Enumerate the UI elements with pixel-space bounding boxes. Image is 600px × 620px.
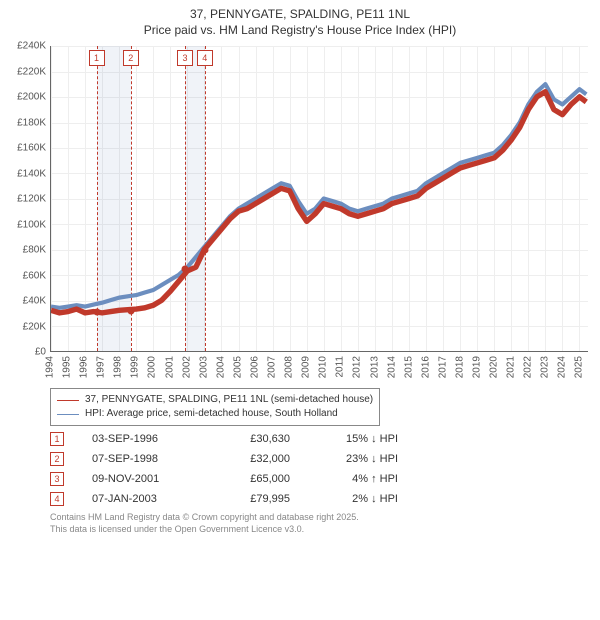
x-tick-label: 2024 [557,356,568,378]
legend-swatch-price [57,400,79,401]
x-tick-label: 2003 [198,356,209,378]
sale-marker [127,307,134,314]
sale-table: 1 03-SEP-1996 £30,630 15% ↓ HPI 2 07-SEP-1998… [50,432,592,506]
x-tick-label: 2019 [471,356,482,378]
y-tick-label: £100K [17,219,46,230]
sale-diff: 23% ↓ HPI [318,453,398,465]
table-row: 2 07-SEP-1998 £32,000 23% ↓ HPI [50,452,592,466]
legend-row-hpi: HPI: Average price, semi-detached house,… [57,407,373,421]
x-tick-label: 2013 [369,356,380,378]
x-axis: 1994199519961997199819992000200120022003… [50,354,588,382]
x-tick-label: 2007 [267,356,278,378]
y-tick-label: £40K [23,296,46,307]
x-tick-label: 2012 [352,356,363,378]
x-tick-label: 2020 [489,356,500,378]
series-hpi [51,85,586,309]
legend-swatch-hpi [57,414,79,415]
x-tick-label: 2002 [181,356,192,378]
x-tick-label: 1999 [130,356,141,378]
y-tick-label: £20K [23,321,46,332]
sale-index-box: 4 [50,492,64,506]
y-tick-label: £200K [17,92,46,103]
sale-index-box: 3 [50,472,64,486]
sale-marker [181,265,188,272]
y-axis: £0£20K£40K£60K£80K£100K£120K£140K£160K£1… [8,46,48,352]
x-tick-label: 2018 [454,356,465,378]
x-tick-label: 2006 [249,356,260,378]
sale-index-box: 2 [50,452,64,466]
x-tick-label: 1994 [45,356,56,378]
sale-price: £32,000 [220,453,290,465]
x-tick-label: 2025 [574,356,585,378]
footer-line2: This data is licensed under the Open Gov… [50,524,592,536]
legend-row-price: 37, PENNYGATE, SPALDING, PE11 1NL (semi-… [57,393,373,407]
x-tick-label: 2004 [215,356,226,378]
sale-diff: 4% ↑ HPI [318,473,398,485]
x-tick-label: 1995 [62,356,73,378]
chart-title-line2: Price paid vs. HM Land Registry's House … [8,22,592,38]
x-tick-label: 2008 [284,356,295,378]
sale-date: 07-JAN-2003 [92,493,192,505]
page: 37, PENNYGATE, SPALDING, PE11 1NL Price … [0,0,600,620]
footer-line1: Contains HM Land Registry data © Crown c… [50,512,592,524]
x-tick-label: 2015 [403,356,414,378]
legend-label-price: 37, PENNYGATE, SPALDING, PE11 1NL (semi-… [85,393,373,407]
sale-price: £79,995 [220,493,290,505]
y-tick-label: £180K [17,117,46,128]
sale-date: 03-SEP-1996 [92,433,192,445]
sale-price: £65,000 [220,473,290,485]
y-tick-label: £220K [17,66,46,77]
x-tick-label: 2023 [540,356,551,378]
sale-price: £30,630 [220,433,290,445]
y-tick-label: £60K [23,270,46,281]
sale-date: 09-NOV-2001 [92,473,192,485]
x-tick-label: 2017 [437,356,448,378]
sale-date: 07-SEP-1998 [92,453,192,465]
x-tick-label: 2011 [335,356,346,378]
x-tick-label: 2021 [506,356,517,378]
x-tick-label: 2000 [147,356,158,378]
x-tick-label: 1997 [96,356,107,378]
chart-title-line1: 37, PENNYGATE, SPALDING, PE11 1NL [8,6,592,22]
x-tick-label: 2009 [301,356,312,378]
legend-label-hpi: HPI: Average price, semi-detached house,… [85,407,338,421]
y-tick-label: £140K [17,168,46,179]
chart-title-block: 37, PENNYGATE, SPALDING, PE11 1NL Price … [8,6,592,38]
table-row: 3 09-NOV-2001 £65,000 4% ↑ HPI [50,472,592,486]
x-tick-label: 2005 [232,356,243,378]
sale-marker [93,309,100,316]
sale-diff: 15% ↓ HPI [318,433,398,445]
sale-marker [201,246,208,253]
chart: £0£20K£40K£60K£80K£100K£120K£140K£160K£1… [8,42,592,382]
plot-area: 1234 [50,46,588,352]
y-tick-label: £160K [17,143,46,154]
y-tick-label: £120K [17,194,46,205]
x-tick-label: 2010 [318,356,329,378]
legend: 37, PENNYGATE, SPALDING, PE11 1NL (semi-… [50,388,380,426]
y-tick-label: £80K [23,245,46,256]
sale-index-box: 1 [50,432,64,446]
x-tick-label: 2001 [164,356,175,378]
line-canvas [51,46,588,351]
x-tick-label: 1996 [79,356,90,378]
sale-diff: 2% ↓ HPI [318,493,398,505]
y-tick-label: £240K [17,41,46,52]
footer: Contains HM Land Registry data © Crown c… [50,512,592,535]
x-tick-label: 2016 [420,356,431,378]
x-tick-label: 1998 [113,356,124,378]
x-tick-label: 2022 [523,356,534,378]
table-row: 4 07-JAN-2003 £79,995 2% ↓ HPI [50,492,592,506]
x-tick-label: 2014 [386,356,397,378]
table-row: 1 03-SEP-1996 £30,630 15% ↓ HPI [50,432,592,446]
